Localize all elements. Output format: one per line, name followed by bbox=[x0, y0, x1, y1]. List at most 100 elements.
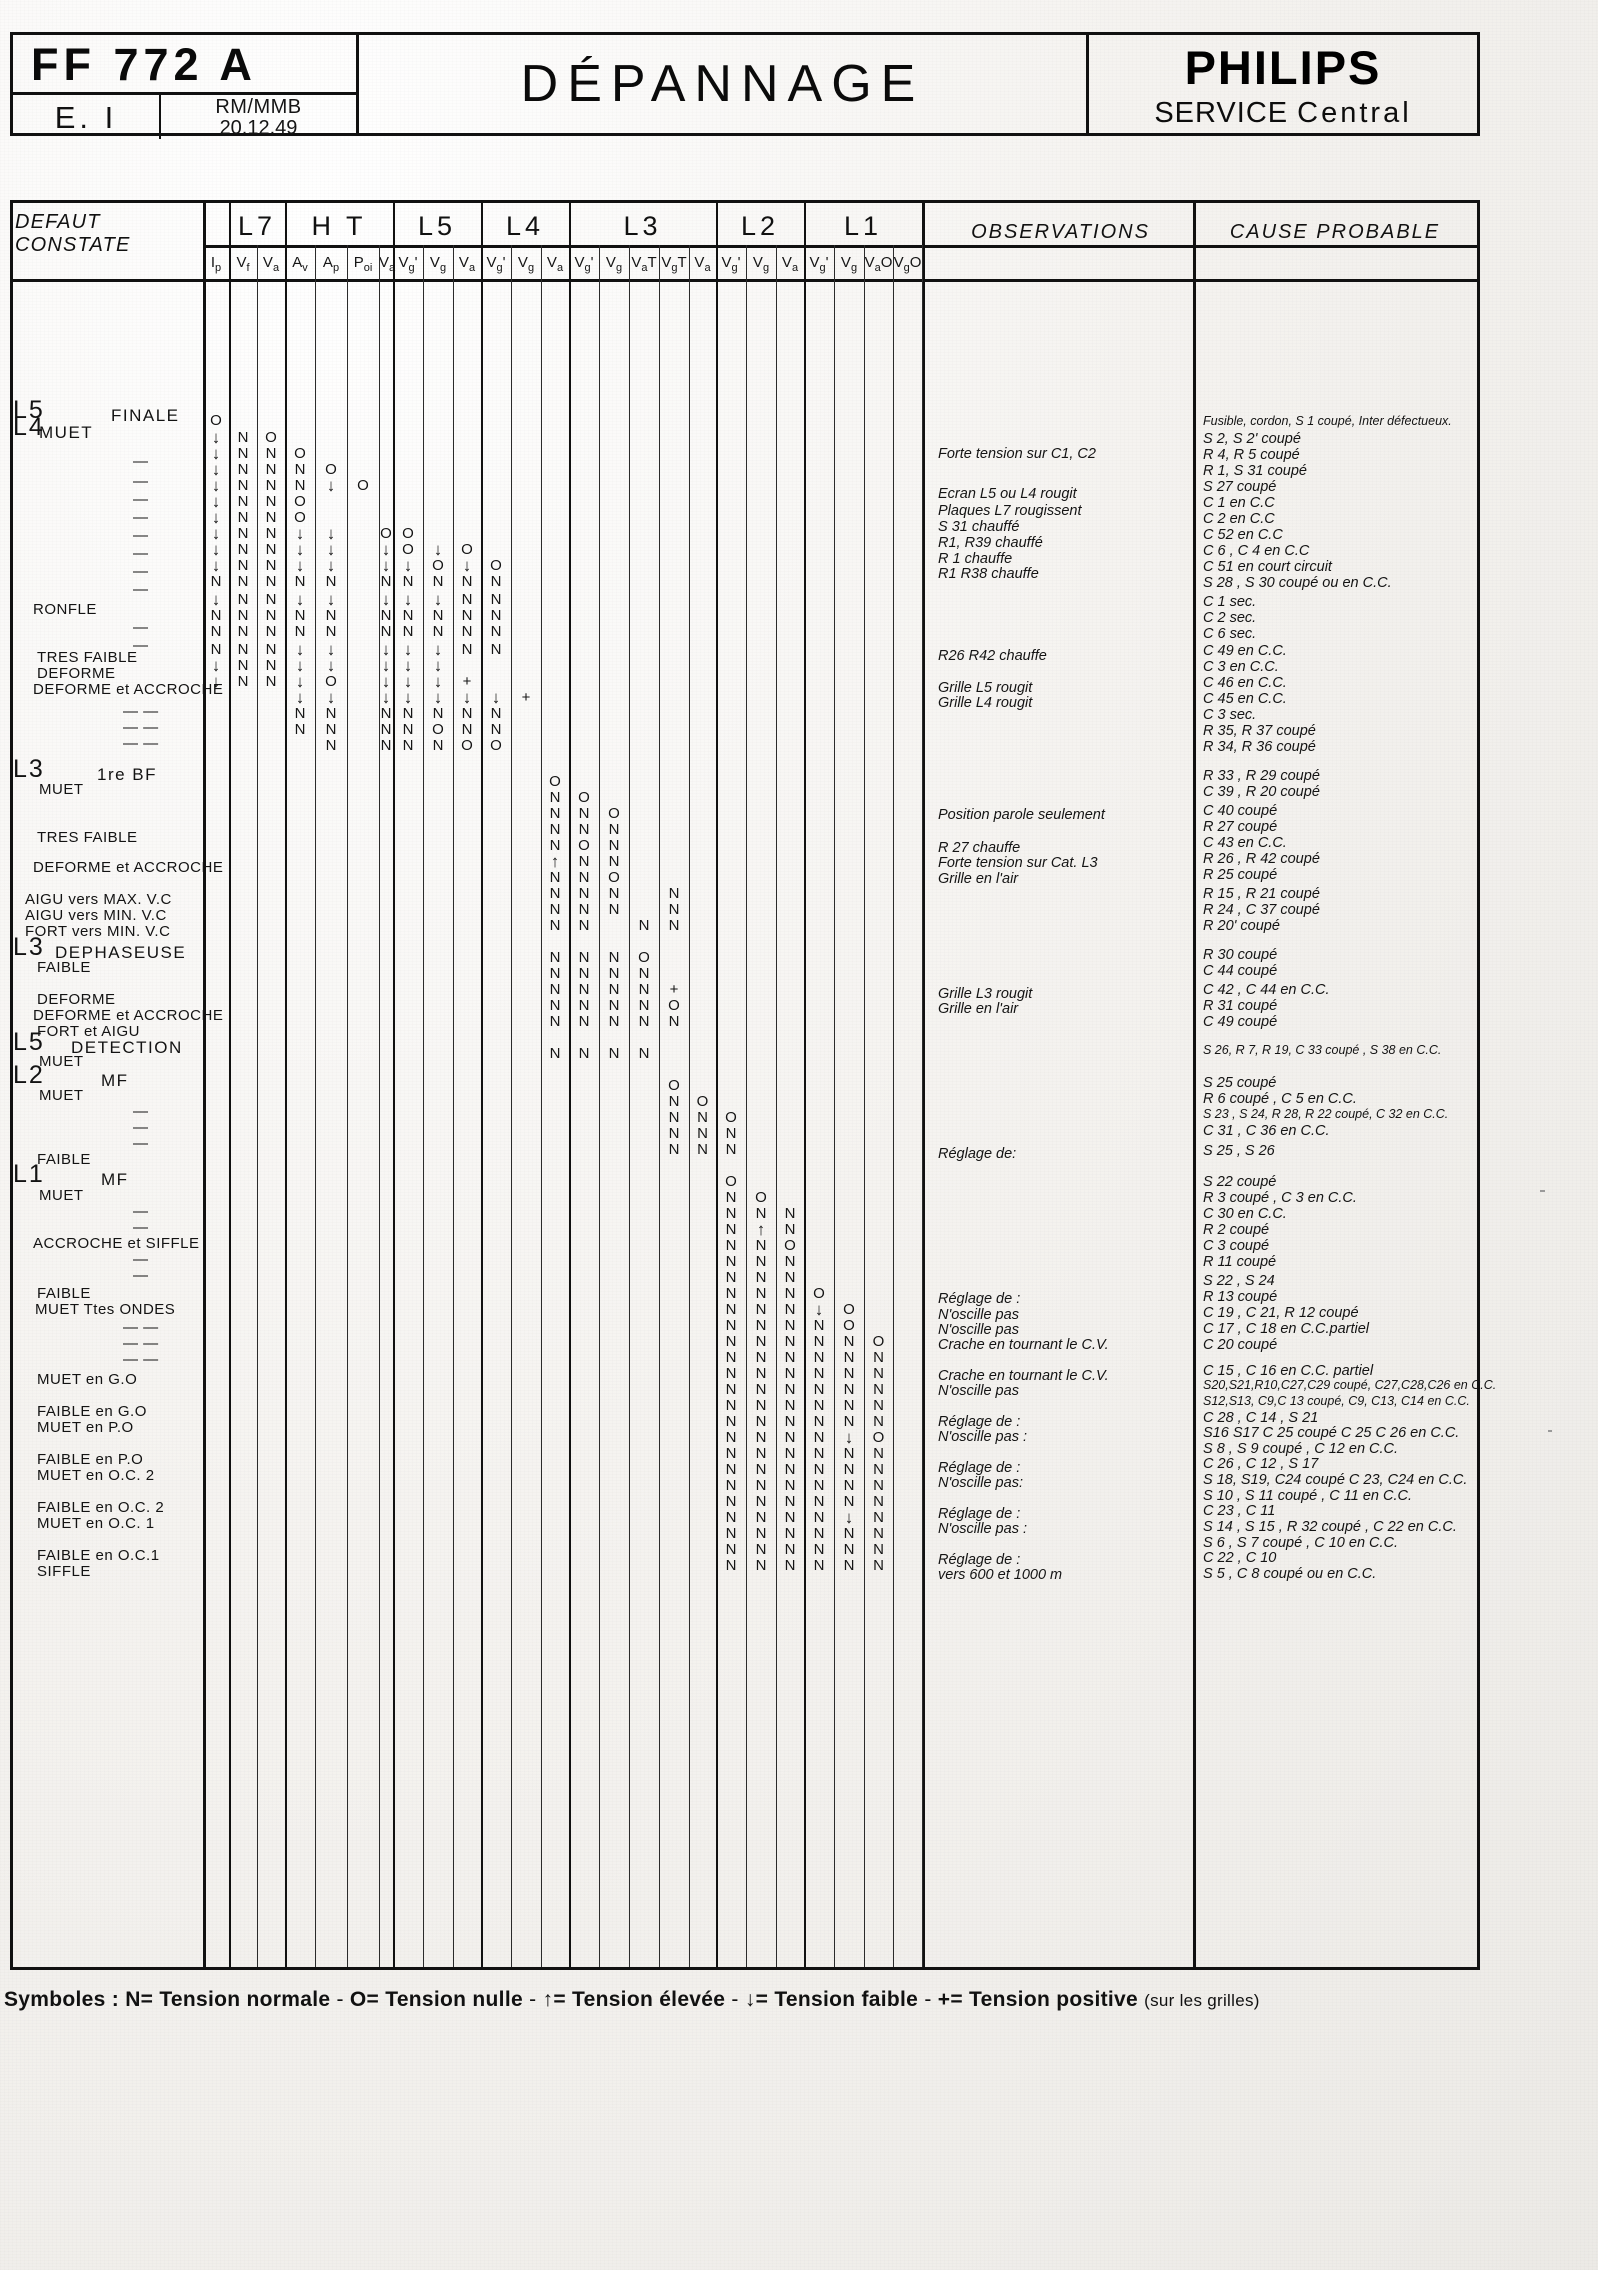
matrix-symbol: N bbox=[638, 917, 650, 934]
matrix-symbol: O bbox=[294, 445, 306, 462]
cause-row-25: C 43 en C.C. bbox=[1203, 835, 1287, 851]
matrix-symbol: N bbox=[668, 1013, 680, 1030]
defaut-row-20: AIGU vers MAX. V.C bbox=[25, 891, 172, 908]
matrix-symbol: N bbox=[578, 981, 590, 998]
legend-suffix: (sur les grilles) bbox=[1144, 1991, 1260, 2010]
matrix-symbol: ↓ bbox=[326, 640, 336, 659]
matrix-symbol: N bbox=[578, 901, 590, 918]
legend-prefix: Symboles : bbox=[4, 1988, 120, 2011]
cause-row-55: S12,S13, C9,C 13 coupé, C9, C13, C14 en … bbox=[1203, 1394, 1470, 1408]
matrix-symbol: N bbox=[549, 885, 561, 902]
defaut-row-11: TRES FAIBLE bbox=[37, 649, 138, 666]
matrix-symbol: N bbox=[402, 721, 414, 738]
section-label-1: L4 bbox=[13, 413, 45, 441]
matrix-symbol: N bbox=[755, 1413, 767, 1430]
grid-vline bbox=[776, 245, 777, 1967]
matrix-symbol: O bbox=[668, 997, 680, 1014]
defaut-row-39: FAIBLE bbox=[37, 1285, 91, 1302]
defaut-row-32: FAIBLE bbox=[37, 1151, 91, 1168]
matrix-symbol: N bbox=[432, 737, 444, 754]
defaut-row-34: — bbox=[133, 1203, 149, 1220]
observation-row-27: Réglage de : bbox=[938, 1506, 1021, 1522]
matrix-symbol: N bbox=[784, 1221, 796, 1238]
matrix-symbol: N bbox=[725, 1397, 737, 1414]
cause-row-52: C 20 coupé bbox=[1203, 1337, 1278, 1353]
observation-row-1: Ecran L5 ou L4 rougit bbox=[938, 486, 1077, 502]
observation-row-10: Position parole seulement bbox=[938, 807, 1105, 823]
legend-text-4: = Tension positive bbox=[950, 1988, 1138, 2011]
matrix-symbol: N bbox=[784, 1381, 796, 1398]
matrix-symbol: N bbox=[784, 1333, 796, 1350]
observation-row-17: Réglage de : bbox=[938, 1291, 1021, 1307]
matrix-symbol: N bbox=[668, 901, 680, 918]
section-label-4: L5 bbox=[13, 1028, 45, 1056]
legend-text-3: = Tension faible bbox=[755, 1988, 919, 2011]
matrix-symbol: O bbox=[325, 673, 337, 690]
cause-row-9: C 51 en court circuit bbox=[1203, 559, 1332, 575]
sub-header-14: Vg bbox=[605, 254, 623, 274]
reference-code: RM/MMB bbox=[215, 96, 302, 118]
matrix-symbol: ↓ bbox=[211, 556, 221, 575]
matrix-symbol: N bbox=[725, 1365, 737, 1382]
defaut-row-45: FAIBLE en G.O bbox=[37, 1403, 147, 1420]
observation-row-24: N'oscille pas : bbox=[938, 1429, 1027, 1445]
matrix-symbol: O bbox=[357, 477, 369, 494]
matrix-symbol: N bbox=[380, 721, 392, 738]
matrix-symbol: N bbox=[402, 607, 414, 624]
observation-row-13: Grille en l'air bbox=[938, 871, 1019, 887]
matrix-symbol: N bbox=[490, 623, 502, 640]
matrix-symbol: O bbox=[578, 837, 590, 854]
matrix-symbol: N bbox=[490, 591, 502, 608]
matrix-symbol: ↓ bbox=[844, 1508, 854, 1527]
cause-row-16: C 46 en C.C. bbox=[1203, 675, 1287, 691]
matrix-symbol: O bbox=[432, 721, 444, 738]
defaut-row-14: — — bbox=[123, 703, 159, 720]
matrix-symbol: N bbox=[237, 573, 249, 590]
matrix-symbol: N bbox=[725, 1269, 737, 1286]
column-header-observations: OBSERVATIONS bbox=[971, 221, 1150, 243]
defaut-row-19: DEFORME et ACCROCHE bbox=[33, 859, 224, 876]
matrix-symbol: ↓ bbox=[295, 640, 305, 659]
observation-row-3: S 31 chauffé bbox=[938, 519, 1020, 535]
matrix-symbol: N bbox=[549, 981, 561, 998]
matrix-symbol: O bbox=[668, 1077, 680, 1094]
matrix-symbol: N bbox=[813, 1541, 825, 1558]
cause-row-6: C 2 en C.C bbox=[1203, 511, 1275, 527]
sub-header-9: Va bbox=[458, 254, 476, 274]
cause-row-58: S 8 , S 9 coupé , C 12 en C.C. bbox=[1203, 1441, 1399, 1457]
matrix-symbol: N bbox=[813, 1365, 825, 1382]
matrix-symbol: N bbox=[725, 1493, 737, 1510]
matrix-symbol: N bbox=[294, 477, 306, 494]
matrix-symbol: N bbox=[210, 641, 222, 658]
matrix-symbol: O bbox=[872, 1333, 885, 1350]
matrix-symbol: ↓ bbox=[433, 672, 443, 691]
matrix-symbol: N bbox=[784, 1445, 796, 1462]
matrix-symbol: N bbox=[380, 737, 392, 754]
matrix-symbol: N bbox=[237, 623, 249, 640]
matrix-symbol: N bbox=[725, 1509, 737, 1526]
defaut-row-26: FORT et AIGU bbox=[37, 1023, 140, 1040]
matrix-symbol: + bbox=[669, 981, 679, 998]
matrix-symbol: ↓ bbox=[433, 590, 443, 609]
cause-row-22: C 39 , R 20 coupé bbox=[1203, 784, 1320, 800]
grid-vline bbox=[379, 245, 380, 1967]
grid-vline bbox=[511, 245, 512, 1967]
matrix-symbol: O bbox=[725, 1109, 737, 1126]
matrix-symbol: ↓ bbox=[326, 540, 336, 559]
grid-vline bbox=[834, 245, 835, 1967]
matrix-symbol: N bbox=[725, 1349, 737, 1366]
matrix-symbol: N bbox=[237, 525, 249, 542]
edge-mark-2 bbox=[1548, 1430, 1552, 1432]
matrix-symbol: N bbox=[725, 1525, 737, 1542]
matrix-symbol: ↓ bbox=[433, 656, 443, 675]
matrix-symbol: N bbox=[578, 917, 590, 934]
cause-row-27: R 25 coupé bbox=[1203, 867, 1278, 883]
observation-row-22: N'oscille pas bbox=[938, 1383, 1019, 1399]
matrix-symbol: ↓ bbox=[403, 640, 413, 659]
matrix-symbol: N bbox=[784, 1205, 796, 1222]
matrix-symbol: O bbox=[608, 869, 620, 886]
matrix-symbol: N bbox=[402, 623, 414, 640]
matrix-symbol: ↓ bbox=[295, 540, 305, 559]
matrix-symbol: N bbox=[265, 573, 277, 590]
cause-row-37: S 25 coupé bbox=[1203, 1075, 1277, 1091]
